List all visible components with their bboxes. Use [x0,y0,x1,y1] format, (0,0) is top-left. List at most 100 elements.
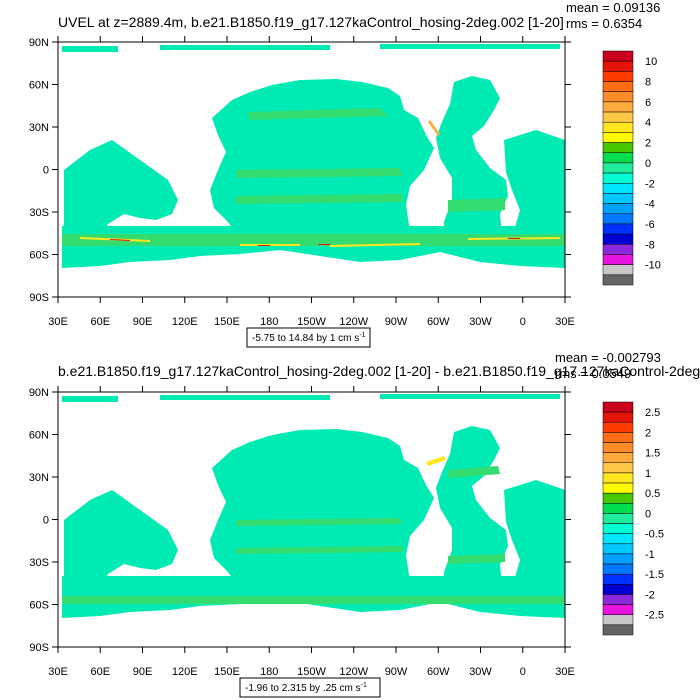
panel-bottom-ocean-field [62,394,565,618]
panel-bottom-green-band-3 [448,466,500,478]
colorbar-box [602,81,634,92]
colorbar-label: 2.5 [645,407,660,419]
colorbar-box [602,132,634,143]
panel-top-range-label: -5.75 to 14.84 by 1 cm s-1 [252,332,366,344]
lat-label: 0 [43,515,49,527]
panel-bottom-colorbar-labels: 2.5 2 1.5 1 0.5 0 -0.5 -1 -1.5 -2 -2.5 [645,407,664,622]
panel-top-green-band-3 [248,108,388,120]
lon-label: 0 [520,666,526,678]
panel-bottom-green-band-1 [62,596,565,604]
panel-top-range-box-frame [246,327,371,348]
lat-label: 90N [29,37,49,49]
panel-top-range-box: -5.75 to 14.84 by 1 cm s-1 [246,327,371,348]
lat-label: 30N [29,472,49,484]
colorbar-box [602,462,634,474]
lon-label: 120W [339,316,368,328]
colorbar-box [602,233,634,245]
colorbar-label: -6 [645,219,655,231]
panel-top-tick-group: 90N 60N 30N 0 30S 60S 90S 30E 60E 90E 120E 150E 180 1… [29,36,575,328]
colorbar-box [602,533,634,545]
panel-top: UVEL at z=2889.4m, b.e21.B1850.f19_g17.1… [29,0,661,348]
colorbar-label: -10 [645,260,661,272]
colorbar-label: 2 [645,138,651,150]
panel-top-green-band-2 [236,168,403,204]
colorbar-box [602,274,634,286]
colorbar-box [602,183,634,194]
colorbar-box [602,142,634,153]
lon-label: 30E [48,316,68,328]
panel-bottom: b.e21.B1850.f19_g17.127kaControl_hosing-… [29,350,700,698]
colorbar-label: 0.5 [645,488,660,500]
colorbar-label: -0.5 [645,529,664,541]
colorbar-box [602,152,634,164]
colorbar-box [602,50,634,62]
colorbar-box [602,91,634,103]
colorbar-label: -2.5 [645,610,664,622]
lon-label: 90W [385,316,408,328]
colorbar-box [602,411,634,423]
panel-top-green-band-1 [62,234,565,246]
colorbar-box [602,492,634,504]
lat-label: 0 [43,165,49,177]
colorbar-box [602,452,634,464]
panel-top-indian-ocean [64,140,178,238]
panel-top-mean: mean = 0.09136 [566,0,660,15]
lon-label: 60W [427,666,450,678]
lon-label: 60E [90,316,110,328]
colorbar-box [602,162,634,174]
panel-bottom-rms: rms = 0.0549 [555,366,631,381]
colorbar-box [602,482,634,494]
colorbar-label: -1 [645,549,655,561]
panel-bottom-map: 90N 60N 30N 0 30S 60S 90S 30E 60E 90E 120E 150E 180 1… [29,386,575,678]
panel-bottom-green-band-2 [236,518,403,554]
colorbar-box [602,523,634,534]
colorbar-box [602,203,634,215]
colorbar-box [602,614,634,626]
lat-label: 30N [29,122,49,134]
panel-bottom-arctic-strip [62,394,560,402]
panel-bottom-range-box: -1.96 to 2.315 by .25 cm s-1 [239,677,381,698]
panel-top-ocean-field [62,44,565,268]
lat-label: 30S [29,557,49,569]
panel-bottom-east-indian-ocean [504,480,565,588]
lat-label: 90S [29,292,49,304]
panel-top-arctic-strip [62,44,560,52]
panel-bottom-colorbar-boxes [602,401,634,636]
colorbar-box [602,244,634,255]
colorbar-label: 0 [645,508,651,520]
colorbar-label: 2 [645,427,651,439]
lon-label: 30E [555,316,575,328]
lon-label: 90W [385,666,408,678]
lon-label: 60E [90,666,110,678]
panel-bottom-tick-group: 90N 60N 30N 0 30S 60S 90S 30E 60E 90E 120E 150E 180 1… [29,386,575,678]
colorbar-box [602,71,634,82]
colorbar-box [602,553,634,565]
colorbar-box [602,584,634,595]
panel-bottom-atlantic-ocean [436,426,508,588]
colorbar-label: -2 [645,589,655,601]
lon-label: 0 [520,316,526,328]
panel-bottom-colorbar: 2.5 2 1.5 1 0.5 0 -0.5 -1 -1.5 -2 -2.5 [602,401,664,636]
lon-label: 60W [427,316,450,328]
lon-label: 30E [555,666,575,678]
panel-top-gulf-stream-accent [428,120,440,136]
panel-top-title: UVEL at z=2889.4m, b.e21.B1850.f19_g17.1… [58,14,564,30]
colorbar-box [602,193,634,204]
panel-bottom-mean: mean = -0.002793 [555,350,661,365]
colorbar-box [602,563,634,575]
colorbar-box [602,432,634,443]
colorbar-box [602,60,634,72]
lat-label: 60N [29,430,49,442]
lon-label: 180 [260,316,278,328]
colorbar-box [602,422,634,433]
lon-label: 150W [297,316,326,328]
colorbar-label: -1.5 [645,569,664,581]
panel-bottom-indian-ocean [64,490,178,588]
panel-top-colorbar-labels: 10 8 6 4 2 0 -2 -4 -6 -8 -10 [645,56,661,271]
panel-top-colorbar: 10 8 6 4 2 0 -2 -4 -6 -8 -10 [602,50,661,286]
colorbar-box [602,401,634,413]
colorbar-label: 0 [645,158,651,170]
colorbar-label: -2 [645,178,655,190]
colorbar-box [602,543,634,555]
